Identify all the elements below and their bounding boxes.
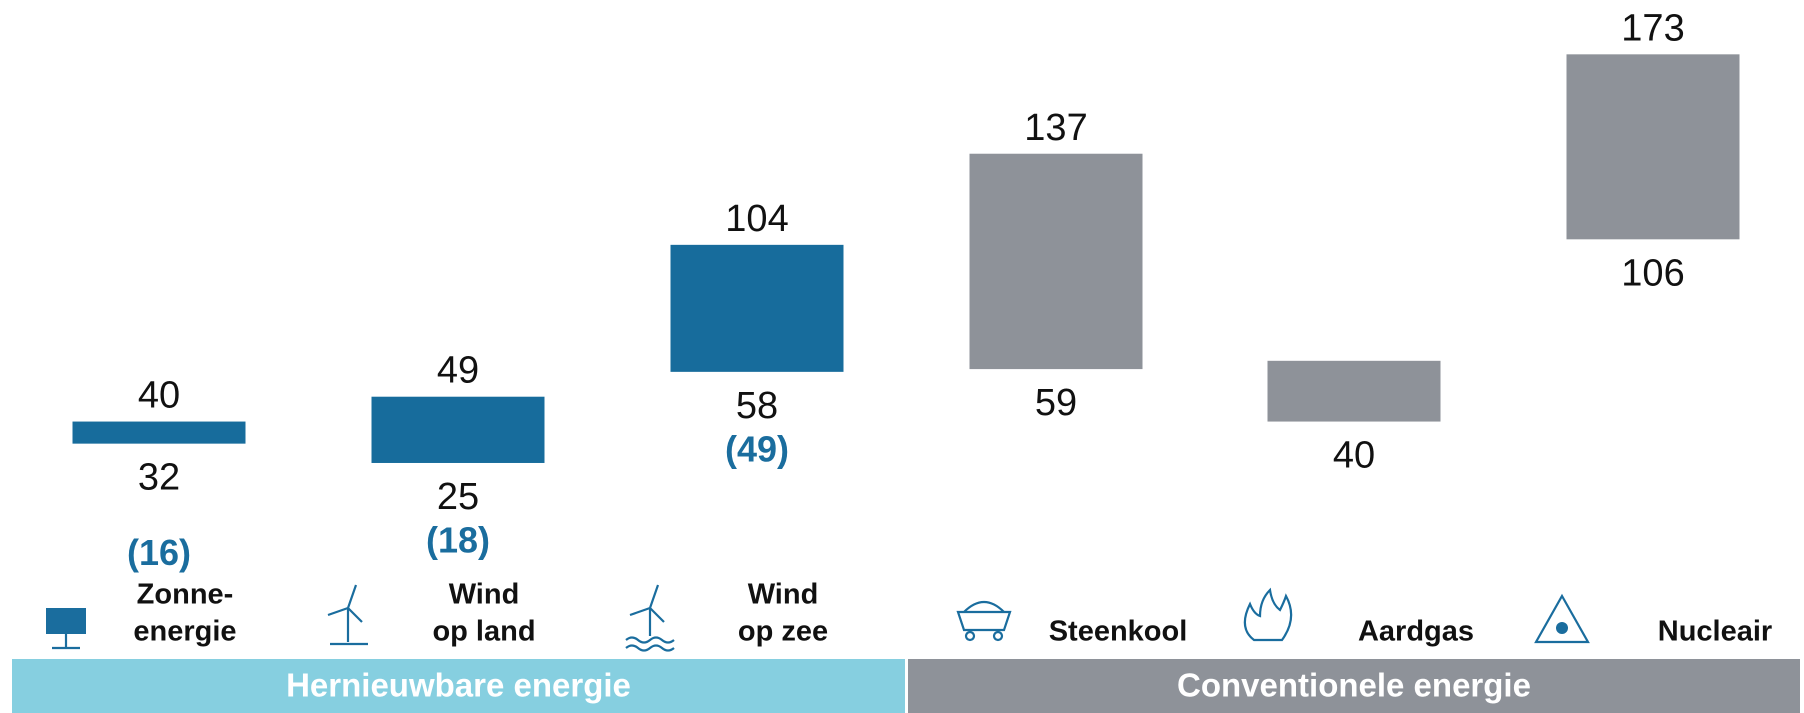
bar	[1267, 360, 1441, 422]
group-band	[12, 659, 905, 713]
low-label: 32	[138, 457, 180, 499]
low-label: 40	[1333, 435, 1375, 477]
category-label: Zonne-	[137, 579, 234, 611]
bar	[1566, 54, 1740, 240]
bar	[969, 153, 1143, 370]
high-label: 137	[1024, 107, 1087, 149]
bar	[371, 396, 545, 463]
subsidized-label: (18)	[426, 519, 490, 560]
high-label: 104	[725, 198, 788, 240]
category-label: energie	[133, 616, 236, 648]
bar	[72, 421, 246, 444]
high-label: 173	[1621, 7, 1684, 49]
solar-icon	[46, 608, 86, 650]
subsidized-label: (16)	[127, 532, 191, 573]
low-label: 59	[1035, 382, 1077, 424]
category-label: op zee	[738, 616, 828, 648]
icons	[46, 584, 1590, 652]
subsidized-label: (49)	[725, 428, 789, 469]
low-label: 106	[1621, 252, 1684, 294]
wind-land-icon	[327, 584, 368, 646]
category-label: op land	[432, 616, 535, 648]
high-label: 49	[437, 350, 479, 392]
group-label: Conventionele energie	[1177, 667, 1531, 704]
wind-sea-icon	[625, 584, 675, 652]
group-band	[908, 659, 1800, 713]
gas-icon	[1243, 587, 1293, 642]
category-label: Wind	[449, 579, 520, 611]
low-label: 58	[736, 385, 778, 427]
group-label: Hernieuwbare energie	[286, 667, 631, 704]
low-label: 25	[437, 476, 479, 518]
category-label: Steenkool	[1049, 616, 1188, 648]
category-label: Wind	[748, 579, 819, 611]
category-label: Aardgas	[1358, 616, 1474, 648]
coal-icon	[956, 600, 1012, 642]
bar	[670, 244, 844, 372]
high-label: 40	[138, 375, 180, 417]
category-label: Nucleair	[1658, 616, 1772, 648]
nuclear-icon	[1534, 593, 1590, 644]
